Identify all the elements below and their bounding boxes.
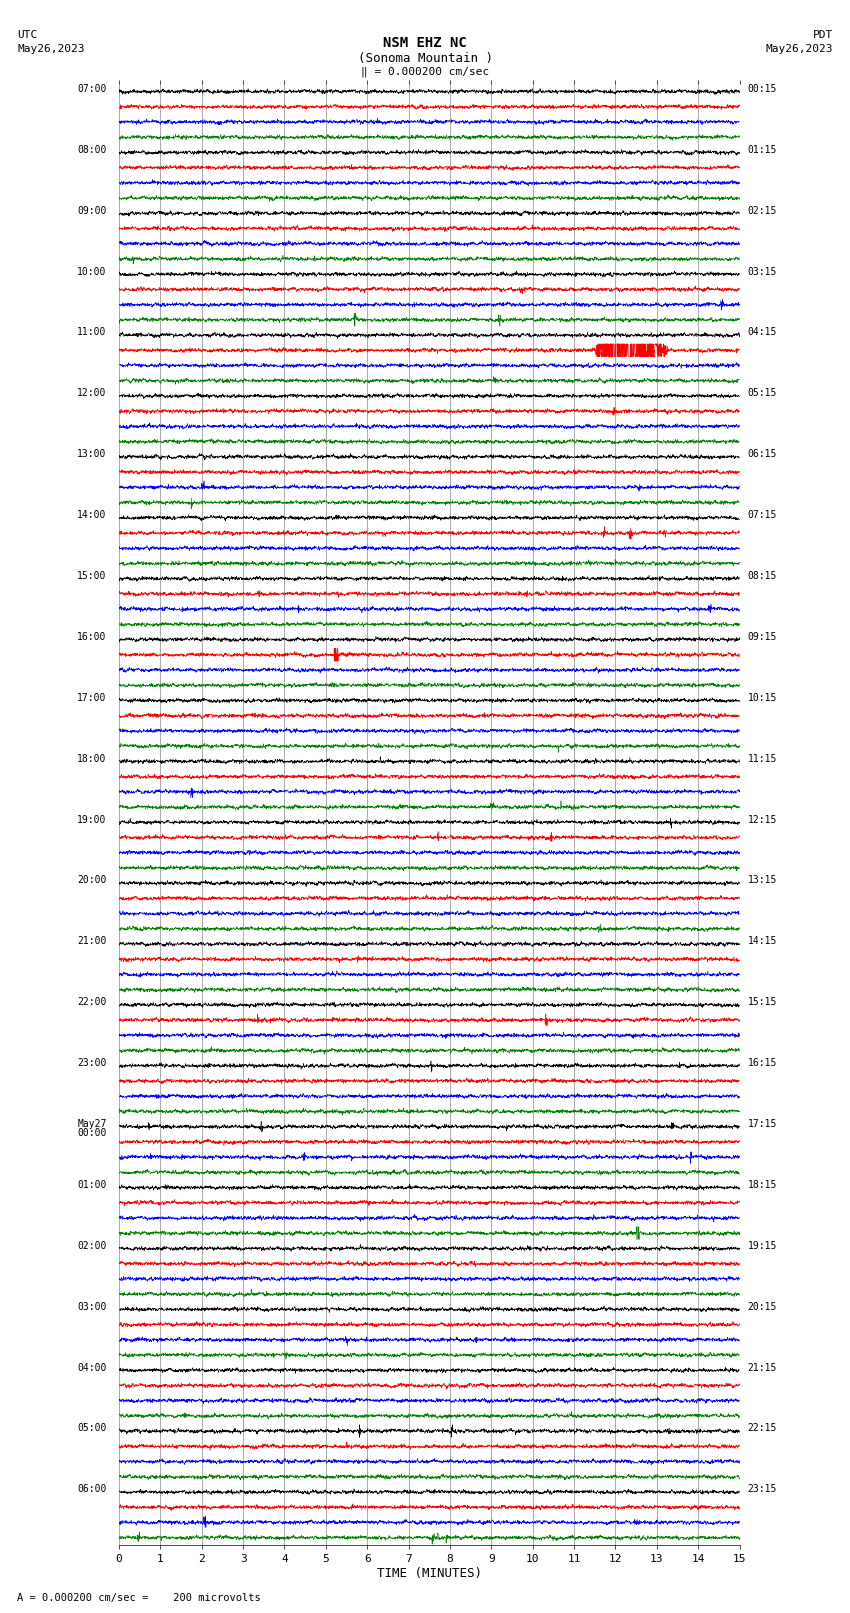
Text: ‖ = 0.000200 cm/sec: ‖ = 0.000200 cm/sec: [361, 66, 489, 77]
Text: 10:00: 10:00: [77, 266, 106, 276]
Text: 06:00: 06:00: [77, 1484, 106, 1494]
Text: 21:15: 21:15: [748, 1363, 777, 1373]
Text: 19:15: 19:15: [748, 1240, 777, 1250]
Text: 01:15: 01:15: [748, 145, 777, 155]
Text: NSM EHZ NC: NSM EHZ NC: [383, 37, 467, 50]
Text: 09:00: 09:00: [77, 206, 106, 216]
Text: (Sonoma Mountain ): (Sonoma Mountain ): [358, 52, 492, 65]
Text: 22:00: 22:00: [77, 997, 106, 1007]
Text: 08:00: 08:00: [77, 145, 106, 155]
Text: 18:00: 18:00: [77, 753, 106, 763]
Text: 15:00: 15:00: [77, 571, 106, 581]
Text: 06:15: 06:15: [748, 448, 777, 460]
Text: 19:00: 19:00: [77, 815, 106, 824]
Text: 03:15: 03:15: [748, 266, 777, 276]
Text: 07:15: 07:15: [748, 510, 777, 519]
Text: 05:15: 05:15: [748, 389, 777, 398]
Text: 12:15: 12:15: [748, 815, 777, 824]
Text: 11:15: 11:15: [748, 753, 777, 763]
Text: 14:00: 14:00: [77, 510, 106, 519]
Text: UTC: UTC: [17, 31, 37, 40]
Text: 04:00: 04:00: [77, 1363, 106, 1373]
Text: 08:15: 08:15: [748, 571, 777, 581]
Text: 12:00: 12:00: [77, 389, 106, 398]
Text: 03:00: 03:00: [77, 1302, 106, 1311]
Text: 21:00: 21:00: [77, 936, 106, 947]
Text: 16:15: 16:15: [748, 1058, 777, 1068]
Text: 10:15: 10:15: [748, 694, 777, 703]
Text: May26,2023: May26,2023: [17, 44, 84, 53]
Text: 13:00: 13:00: [77, 448, 106, 460]
Text: 18:15: 18:15: [748, 1181, 777, 1190]
Text: A = 0.000200 cm/sec =    200 microvolts: A = 0.000200 cm/sec = 200 microvolts: [17, 1594, 261, 1603]
Text: 00:15: 00:15: [748, 84, 777, 94]
Text: 07:00: 07:00: [77, 84, 106, 94]
Text: 11:00: 11:00: [77, 327, 106, 337]
Text: 02:15: 02:15: [748, 206, 777, 216]
Text: 22:15: 22:15: [748, 1423, 777, 1434]
Text: 16:00: 16:00: [77, 632, 106, 642]
Text: 00:00: 00:00: [77, 1127, 106, 1139]
Text: 04:15: 04:15: [748, 327, 777, 337]
Text: 01:00: 01:00: [77, 1181, 106, 1190]
Text: 23:00: 23:00: [77, 1058, 106, 1068]
X-axis label: TIME (MINUTES): TIME (MINUTES): [377, 1568, 482, 1581]
Text: 23:15: 23:15: [748, 1484, 777, 1494]
Text: 09:15: 09:15: [748, 632, 777, 642]
Text: 20:00: 20:00: [77, 876, 106, 886]
Text: May26,2023: May26,2023: [766, 44, 833, 53]
Text: 20:15: 20:15: [748, 1302, 777, 1311]
Text: 05:00: 05:00: [77, 1423, 106, 1434]
Text: 13:15: 13:15: [748, 876, 777, 886]
Text: 02:00: 02:00: [77, 1240, 106, 1250]
Text: PDT: PDT: [813, 31, 833, 40]
Text: 15:15: 15:15: [748, 997, 777, 1007]
Text: 17:00: 17:00: [77, 694, 106, 703]
Text: 14:15: 14:15: [748, 936, 777, 947]
Text: 17:15: 17:15: [748, 1119, 777, 1129]
Text: May27: May27: [77, 1119, 106, 1129]
